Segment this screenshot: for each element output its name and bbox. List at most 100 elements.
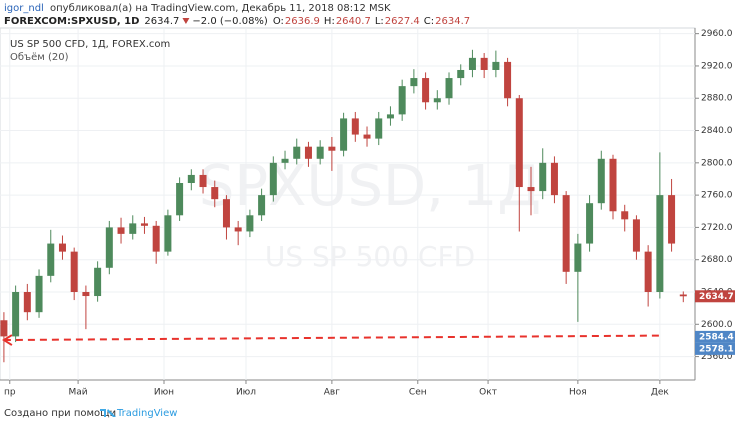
published: опубликовал(а) на TradingView.com, Декаб… <box>50 3 391 14</box>
candle-body <box>82 292 90 297</box>
ohlc-value: 2636.9 <box>285 16 320 27</box>
price-label-box <box>695 290 735 303</box>
candle-body <box>363 134 371 139</box>
legend-title: US SP 500 CFD, 1Д, FOREX.com <box>10 39 170 50</box>
y-tick-label: 2600.0 <box>701 320 733 330</box>
candle-body <box>457 69 465 79</box>
ohlc-label: L: <box>375 16 384 27</box>
candle-body <box>550 162 558 196</box>
candle-body <box>70 251 78 292</box>
candle-body <box>199 174 207 188</box>
price-label: 2584.4 <box>699 332 734 342</box>
candle-body <box>176 183 184 216</box>
candle-body <box>304 146 312 159</box>
candle-body <box>468 57 476 70</box>
candle-body <box>328 146 336 151</box>
candle-body <box>527 187 535 192</box>
y-tick-label: 2720.0 <box>701 223 733 233</box>
candle-body <box>234 227 242 232</box>
x-tick-label: Сен <box>409 388 427 398</box>
candle-body <box>422 78 430 103</box>
x-tick-label: Окт <box>479 388 497 398</box>
candle-body <box>281 158 289 163</box>
price-label: 2578.1 <box>699 344 734 354</box>
candle-body <box>398 86 406 115</box>
y-tick-label: 2960.0 <box>701 29 733 39</box>
footer-text: Создано при помощи <box>4 408 116 419</box>
candle-body <box>211 187 219 200</box>
candle-body <box>152 225 160 252</box>
candle-body <box>433 98 441 103</box>
candle-body <box>410 78 418 87</box>
y-tick-label: 2840.0 <box>701 126 733 136</box>
price-label: 2634.7 <box>699 292 734 302</box>
candle-body <box>35 275 43 313</box>
y-tick-label: 2560.0 <box>701 352 733 362</box>
support-line <box>3 334 660 342</box>
candle-body <box>258 195 266 216</box>
candle-body <box>105 227 113 268</box>
x-tick-label: Июн <box>154 388 174 398</box>
quote-line: FOREXCOM:SPXUSD, 1D 2634.7 −2.0 (−0.08%) O:… <box>4 16 470 27</box>
symbol: FOREXCOM:SPXUSD, 1D <box>4 16 139 27</box>
volume-label: Объём (20) <box>10 52 69 63</box>
candle-body <box>609 158 617 212</box>
candle-body <box>562 195 570 272</box>
candle-body <box>187 174 195 184</box>
watermark: SPXUSD, 1Д <box>199 154 541 219</box>
candle-body <box>293 146 301 159</box>
candle-body <box>515 98 523 188</box>
candle-body <box>492 61 500 70</box>
ohlc-label: O: <box>273 16 284 27</box>
y-tick-label: 2680.0 <box>701 255 733 265</box>
x-tick-label: Май <box>69 388 88 398</box>
y-tick-label: 2920.0 <box>701 61 733 71</box>
x-tick-label: Ноя <box>569 388 587 398</box>
candle-body <box>480 57 488 70</box>
candle-body <box>94 267 102 297</box>
last-price: 2634.7 <box>144 16 179 27</box>
candle-body <box>316 146 324 159</box>
candle-body <box>23 292 31 313</box>
candle-body <box>340 118 348 151</box>
candle-body <box>597 158 605 204</box>
candle-body <box>375 118 383 139</box>
candle-body <box>386 114 394 119</box>
tv-logo <box>100 409 116 417</box>
candle-body <box>351 118 359 135</box>
change: −2.0 (−0.08%) <box>192 16 268 27</box>
candle-body <box>574 243 582 272</box>
candle-body <box>539 162 547 192</box>
candle-body <box>656 195 664 292</box>
support-arrow <box>2 334 13 346</box>
ohlc-label: C: <box>424 16 434 27</box>
candle-body <box>644 251 652 292</box>
candle-body <box>47 243 55 276</box>
candle-body <box>679 294 687 297</box>
y-tick-label: 2880.0 <box>701 94 733 104</box>
x-tick-label: пр <box>4 388 16 398</box>
ohlc-label: H: <box>324 16 335 27</box>
ohlc-value: 2640.7 <box>336 16 371 27</box>
x-tick-label: Авг <box>324 388 340 398</box>
candle-body <box>164 215 172 252</box>
y-tick-label: 2800.0 <box>701 158 733 168</box>
candle-body <box>117 227 125 234</box>
x-tick-label: Июл <box>236 388 256 398</box>
candle-body <box>621 211 629 220</box>
ohlc-value: 2627.4 <box>385 16 420 27</box>
candle-body <box>58 243 66 252</box>
candle-body <box>140 223 148 226</box>
x-tick-label: Дек <box>651 388 670 398</box>
watermark-sub: US SP 500 CFD <box>265 240 475 273</box>
candle-body <box>12 292 20 337</box>
candle-body <box>222 199 230 228</box>
candle-body <box>246 215 254 232</box>
candle-body <box>269 162 277 196</box>
candle-body <box>504 61 512 99</box>
user[interactable]: igor_ndl <box>4 3 44 14</box>
footer-brand[interactable]: TradingView <box>116 408 177 419</box>
price-label-box <box>695 342 735 355</box>
